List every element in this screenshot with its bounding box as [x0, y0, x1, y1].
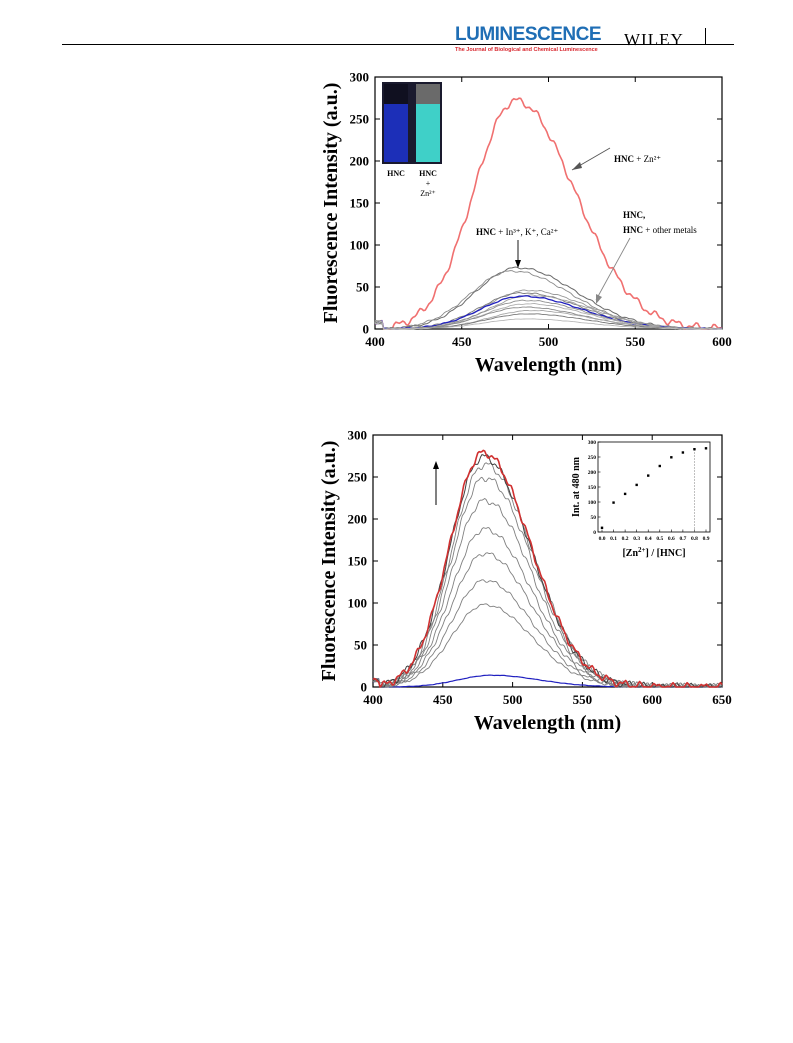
titration-arrowhead	[433, 461, 439, 469]
chart-a-series-line	[374, 97, 723, 330]
chart-a-y-tick-label: 100	[350, 238, 370, 253]
chart-b-series-line	[372, 449, 723, 688]
chart-b-y-axis-label: Fluorescence Intensity (a.u.)	[318, 441, 340, 682]
chart-a-x-axis-label: Wavelength (nm)	[475, 354, 622, 376]
chart-b-y-tick-label: 250	[348, 470, 368, 485]
annotation-in-k-ca: HNC + In³⁺, K⁺, Ca²⁺	[476, 227, 558, 237]
inset-x-tick-label: 0.3	[633, 536, 640, 542]
chart-b-y-tick-label: 100	[348, 596, 368, 611]
inset-data-point	[693, 448, 696, 451]
chart-a-y-tick-label: 50	[356, 280, 369, 295]
chart-b-x-tick-label: 500	[503, 692, 523, 707]
annotation-hnc: HNC,	[623, 210, 645, 220]
annotation-other-arrow	[595, 237, 631, 301]
chart-a-x-tick-label: 550	[626, 334, 646, 349]
chart-a-y-tick-label: 0	[363, 322, 370, 337]
inset-x-axis-label: [Zn2+] / [HNC]	[622, 546, 685, 559]
chart-a-y-tick-label: 200	[350, 154, 370, 169]
inset-x-tick-label: 0.2	[622, 536, 629, 542]
inset-x-tick-label: 0.5	[656, 536, 663, 542]
photo-label-hnc-zn: HNC	[419, 169, 437, 178]
inset-y-tick-label: 0	[593, 530, 596, 536]
inset-data-point	[704, 447, 708, 450]
annotation-in-arrowhead	[515, 260, 521, 268]
inset-y-axis-label: Int. at 480 nm	[571, 456, 582, 517]
publisher-logo: WILEY	[624, 30, 684, 49]
chart-b-x-axis-label: Wavelength (nm)	[474, 712, 621, 734]
annotation-zn: HNC + Zn²⁺	[614, 154, 661, 164]
inset-data-point	[635, 483, 638, 487]
inset-x-tick-label: 0.7	[679, 536, 686, 542]
inset-data-point	[681, 451, 685, 454]
chart-b-x-tick-label: 550	[573, 692, 593, 707]
chart-b-y-tick-label: 200	[348, 512, 368, 527]
inset-y-tick-label: 100	[588, 500, 597, 506]
chart-a-x-tick-label: 450	[452, 334, 472, 349]
photo-label-hnc: HNC	[387, 169, 405, 178]
inset-chart: 0 50 100 150 200 250 300 0.0 0.1 0.2 0.3 0.4 0.5 0.6 0…	[571, 440, 711, 559]
chart-b-x-tick-label: 400	[363, 692, 383, 707]
cuvette-hnc-zn-cap	[416, 84, 440, 104]
chart-b-x-tick-label: 450	[433, 692, 453, 707]
inset-y-tick-label: 300	[588, 440, 597, 446]
chart-b-y-tick-label: 50	[354, 638, 367, 653]
inset-x-tick-label: 0.8	[691, 536, 698, 542]
chart-a-y-tick-label: 250	[350, 112, 370, 127]
chart-b-x-tick-label: 650	[712, 692, 732, 707]
inset-y-tick-label: 50	[591, 515, 597, 521]
inset-x-tick-label: 0.4	[645, 536, 652, 542]
chart-b-y-tick-label: 300	[348, 428, 368, 443]
inset-frame	[597, 441, 711, 533]
journal-subtitle: The Journal of Biological and Chemical L…	[455, 47, 598, 53]
annotation-other-arrowhead	[596, 294, 602, 304]
inset-y-tick-label: 150	[588, 485, 597, 491]
header-rule	[62, 44, 734, 45]
inset-x-tick-label: 0.1	[610, 536, 617, 542]
cuvette-photo	[382, 82, 442, 164]
annotation-zn-arrowhead	[572, 162, 582, 170]
chart-b-zinc-titration: 400 450 500 550 600 650050100150200250300Wave…	[318, 428, 732, 735]
inset-data-point	[600, 526, 604, 529]
inset-x-tick-label: 0.0	[599, 536, 606, 542]
chart-b-x-tick-label: 600	[642, 692, 662, 707]
inset-data-point	[647, 474, 650, 477]
chart-b-y-tick-label: 0	[361, 680, 368, 695]
chart-a-x-tick-label: 500	[539, 334, 559, 349]
chart-b-series-line	[372, 674, 722, 688]
photo-label-plus: +	[426, 179, 431, 188]
chart-a-y-tick-label: 150	[350, 196, 370, 211]
inset-y-tick-label: 200	[588, 470, 597, 476]
inset-data-point	[670, 456, 673, 459]
chart-a-y-tick-label: 300	[350, 70, 370, 85]
chart-a-y-axis-label: Fluorescence Intensity (a.u.)	[320, 83, 342, 324]
chart-a-emission-metal-selectivity: 400 450 500 550 600 0 50 100 150 200 250 300 Wavelen…	[320, 70, 732, 377]
photo-label-zn: Zn²⁺	[420, 189, 436, 198]
chart-a-series-line	[374, 318, 722, 330]
inset-y-tick-label: 250	[588, 455, 597, 461]
annotation-other-metals: HNC + other metals	[623, 225, 697, 235]
inset-data-point	[658, 464, 661, 468]
journal-logo: LUMINESCENCE	[455, 24, 602, 45]
chart-a-x-tick-label: 400	[365, 334, 385, 349]
chart-b-y-tick-label: 150	[348, 554, 368, 569]
inset-data-point	[612, 501, 615, 504]
chart-a-x-tick-label: 600	[712, 334, 732, 349]
header-page-bar	[705, 28, 706, 44]
cuvette-hnc-cap	[384, 84, 408, 104]
inset-x-tick-label: 0.6	[668, 536, 675, 542]
inset-x-tick-label: 0.9	[703, 536, 710, 542]
inset-data-point	[623, 492, 627, 496]
